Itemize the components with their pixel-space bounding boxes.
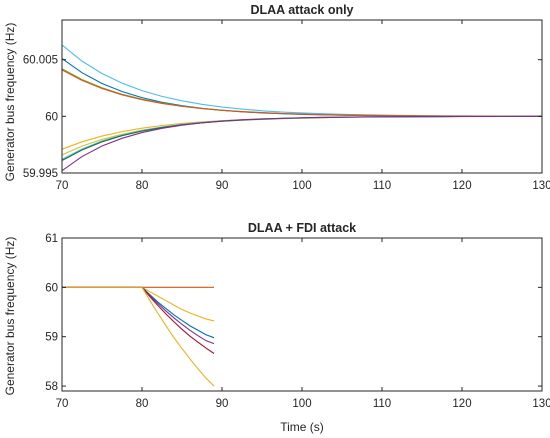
- y-tick-label: 59.995: [23, 168, 58, 180]
- x-tick-label: 130: [532, 180, 550, 192]
- chart-dlaa-fdi-attack: DLAA + FDI attack Generator bus frequenc…: [3, 221, 550, 434]
- y-tick-label: 59: [45, 332, 58, 344]
- x-tick-label: 120: [452, 180, 471, 192]
- x-tick-label: 110: [373, 398, 391, 410]
- x-tick-label: 90: [216, 398, 229, 410]
- x-tick-label: 110: [373, 180, 391, 192]
- ticks-layer: 70 80 90 100 110 120 130 59.995 60 60.005: [23, 20, 550, 192]
- plot-area: [62, 238, 542, 391]
- ticks-layer: 70 80 90 100 110 120 130 58 59 60 61: [45, 233, 550, 410]
- y-tick-label: 60: [45, 282, 58, 294]
- series-line-9: [61, 115, 542, 172]
- x-tick-label: 100: [292, 180, 311, 192]
- x-tick-label: 120: [452, 398, 471, 410]
- chart-dlaa-attack-only: DLAA attack only Generator bus frequency…: [3, 3, 550, 192]
- series-line-6: [62, 286, 215, 387]
- x-tick-label: 70: [56, 180, 69, 192]
- x-tick-label: 130: [532, 398, 550, 410]
- series-layer: [62, 286, 215, 387]
- y-axis-label: Generator bus frequency (Hz): [3, 237, 17, 396]
- y-tick-label: 58: [45, 381, 58, 393]
- y-tick-label: 60.005: [23, 55, 58, 67]
- y-tick-label: 61: [45, 233, 58, 245]
- x-tick-label: 80: [136, 398, 149, 410]
- x-tick-label: 90: [216, 180, 229, 192]
- x-tick-label: 80: [136, 180, 149, 192]
- x-axis-label: Time (s): [280, 420, 324, 434]
- x-tick-label: 70: [56, 398, 69, 410]
- chart-title: DLAA attack only: [250, 3, 353, 17]
- plot-area: [62, 20, 542, 173]
- chart-title: DLAA + FDI attack: [248, 221, 356, 235]
- series-layer: [61, 44, 543, 172]
- y-tick-label: 60: [45, 111, 58, 123]
- x-tick-label: 100: [292, 398, 311, 410]
- y-axis-label: Generator bus frequency (Hz): [3, 23, 17, 182]
